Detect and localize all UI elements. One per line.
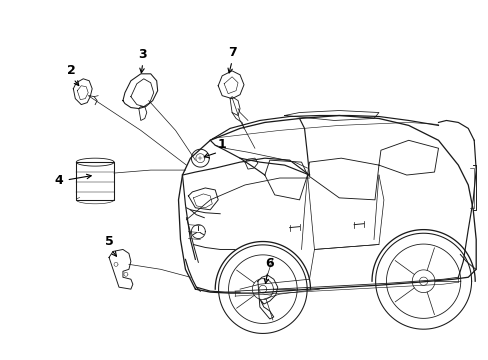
Text: 2: 2 <box>67 64 76 77</box>
Text: 6: 6 <box>265 257 274 270</box>
Text: 5: 5 <box>104 235 113 248</box>
Text: 1: 1 <box>217 138 226 151</box>
Text: 7: 7 <box>227 46 236 59</box>
Text: 4: 4 <box>54 174 62 186</box>
Text: 3: 3 <box>138 49 147 62</box>
